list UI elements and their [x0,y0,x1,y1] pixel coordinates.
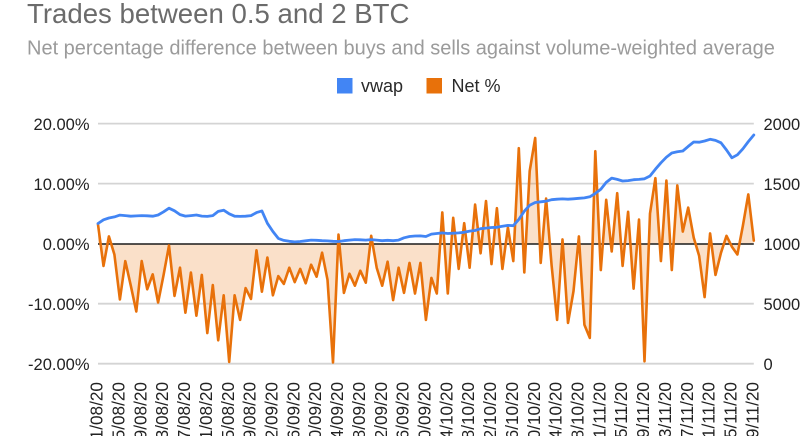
svg-text:25/11/20: 25/11/20 [721,382,741,436]
svg-text:1/08/20: 1/08/20 [87,382,107,436]
svg-text:Net percentage difference betw: Net percentage difference between buys a… [27,38,775,60]
svg-text:22/09/20: 22/09/20 [371,382,391,436]
svg-text:18/09/20: 18/09/20 [349,382,369,436]
svg-text:12/10/20: 12/10/20 [480,382,500,436]
svg-text:13/08/20: 13/08/20 [152,382,172,436]
svg-text:20/10/20: 20/10/20 [524,382,544,436]
svg-text:26/09/20: 26/09/20 [393,382,413,436]
svg-text:20000: 20000 [764,116,800,134]
svg-text:5000: 5000 [764,296,800,314]
svg-text:1/11/20: 1/11/20 [589,382,609,436]
svg-text:20.00%: 20.00% [34,116,90,134]
svg-text:5/08/20: 5/08/20 [109,382,129,436]
svg-text:9/08/20: 9/08/20 [130,382,150,436]
svg-text:Trades between 0.5 and 2 BTC: Trades between 0.5 and 2 BTC [27,0,409,29]
svg-text:28/10/20: 28/10/20 [568,382,588,436]
svg-text:29/08/20: 29/08/20 [240,382,260,436]
svg-text:16/10/20: 16/10/20 [502,382,522,436]
svg-text:-20.00%: -20.00% [28,356,90,374]
svg-text:10.00%: 10.00% [34,176,90,194]
svg-text:24/10/20: 24/10/20 [546,382,566,436]
svg-text:13/11/20: 13/11/20 [655,382,675,436]
svg-text:6/09/20: 6/09/20 [283,382,303,436]
svg-text:-10.00%: -10.00% [28,296,90,314]
svg-text:vwap: vwap [361,76,403,96]
svg-text:8/10/20: 8/10/20 [458,382,478,436]
svg-text:17/11/20: 17/11/20 [677,382,697,436]
svg-text:21/11/20: 21/11/20 [699,382,719,436]
svg-text:4/10/20: 4/10/20 [436,382,456,436]
svg-text:5/11/20: 5/11/20 [611,382,631,436]
svg-text:0.00%: 0.00% [43,236,90,254]
svg-text:14/09/20: 14/09/20 [327,382,347,436]
svg-text:10000: 10000 [764,236,800,254]
svg-text:0: 0 [764,356,773,374]
svg-text:21/08/20: 21/08/20 [196,382,216,436]
svg-text:30/09/20: 30/09/20 [415,382,435,436]
svg-text:9/11/20: 9/11/20 [633,382,653,436]
svg-text:10/09/20: 10/09/20 [305,382,325,436]
svg-text:2/09/20: 2/09/20 [262,382,282,436]
svg-text:17/08/20: 17/08/20 [174,382,194,436]
svg-text:29/11/20: 29/11/20 [742,382,762,436]
svg-text:Net %: Net % [452,76,501,96]
svg-text:25/08/20: 25/08/20 [218,382,238,436]
